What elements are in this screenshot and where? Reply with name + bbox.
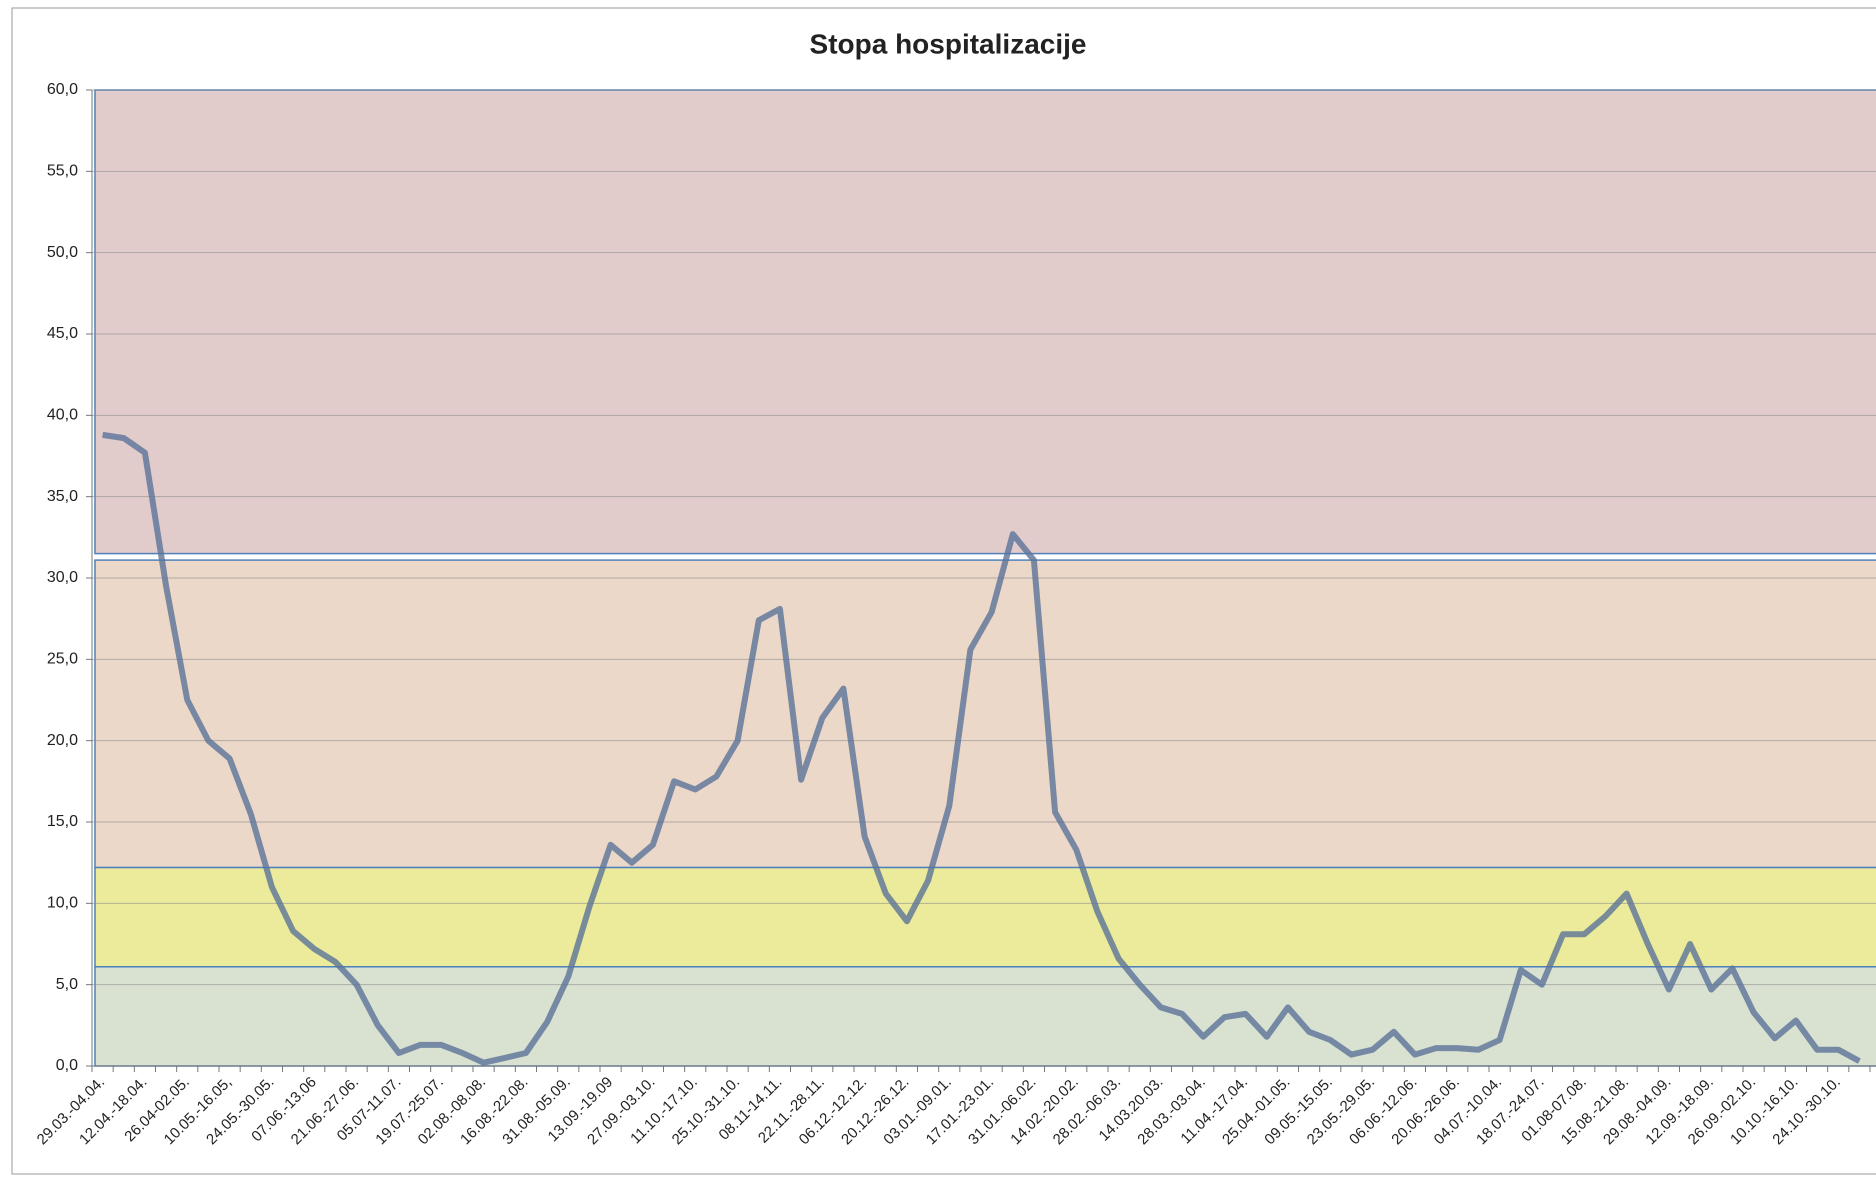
threshold-band (94, 966, 1876, 1067)
y-tick-label: 0,0 (56, 1057, 78, 1074)
threshold-band (94, 866, 1876, 968)
threshold-band (94, 89, 1876, 555)
y-tick-label: 40,0 (47, 407, 78, 424)
y-tick-label: 55,0 (47, 163, 78, 180)
y-tick-label: 25,0 (47, 651, 78, 668)
y-tick-label: 50,0 (47, 244, 78, 261)
y-tick-label: 30,0 (47, 569, 78, 586)
y-tick-label: 10,0 (47, 895, 78, 912)
y-tick-label: 35,0 (47, 488, 78, 505)
threshold-band (94, 559, 1876, 869)
y-tick-label: 45,0 (47, 325, 78, 342)
y-tick-label: 20,0 (47, 732, 78, 749)
chart-title: Stopa hospitalizacije (810, 28, 1087, 59)
y-tick-label: 5,0 (56, 976, 78, 993)
y-tick-label: 15,0 (47, 813, 78, 830)
data-line (102, 431, 1861, 1066)
y-tick-label: 60,0 (47, 81, 78, 98)
